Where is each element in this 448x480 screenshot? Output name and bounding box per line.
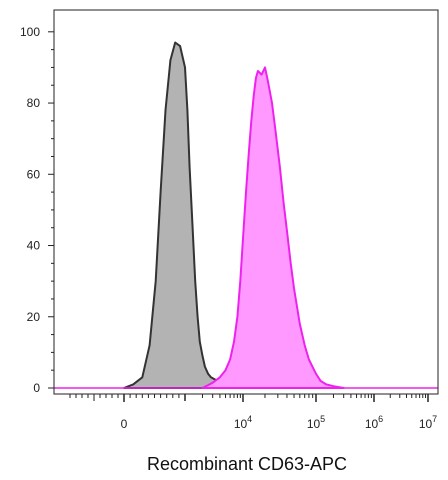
x-axis-title: Recombinant CD63-APC (147, 454, 347, 474)
x-tick-label: 106 (365, 414, 383, 431)
y-tick-label: 60 (27, 167, 41, 181)
x-tick-label: 107 (419, 414, 437, 431)
series-layer (54, 41, 438, 389)
y-tick-label: 0 (33, 381, 40, 395)
plot-frame (53, 9, 439, 395)
x-tick-label: 104 (234, 414, 252, 431)
histogram-series-1 (123, 41, 239, 389)
x-tick-label: 105 (307, 414, 325, 431)
y-tick-label: 80 (27, 96, 41, 110)
x-axis: 0 104 105 106 107 (69, 394, 437, 431)
y-tick-label: 100 (20, 25, 40, 39)
histogram-series-2 (201, 66, 345, 389)
x-tick-label: 0 (121, 417, 128, 431)
y-tick-label: 40 (27, 239, 41, 253)
y-tick-label: 20 (27, 310, 41, 324)
y-axis: 0 20 40 60 80 100 (20, 25, 54, 395)
